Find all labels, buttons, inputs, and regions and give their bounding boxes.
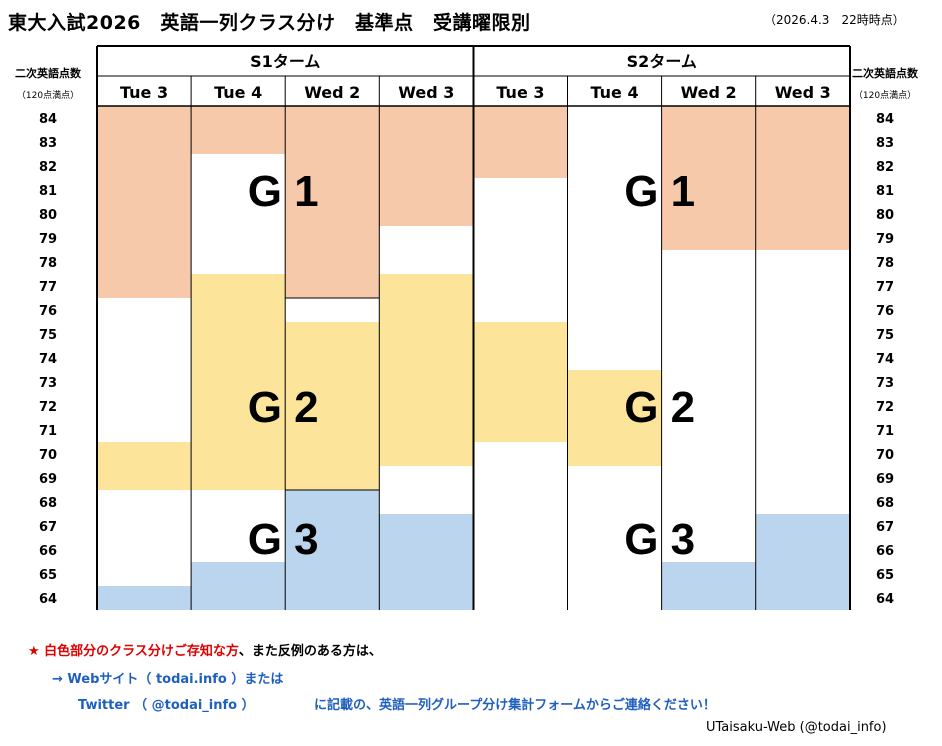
day-header: Wed 3 bbox=[775, 83, 831, 102]
y-tick-label: 66 bbox=[39, 544, 57, 559]
cell-g1-6 bbox=[285, 106, 380, 298]
y-tick-label: 79 bbox=[39, 232, 57, 247]
y-tick-label: 82 bbox=[39, 160, 57, 175]
y-tick-label: 77 bbox=[876, 280, 894, 295]
day-header: Wed 2 bbox=[304, 83, 360, 102]
y-tick-label: 74 bbox=[39, 352, 57, 367]
group-label-0: G 1 bbox=[248, 167, 319, 216]
cell-g3-5 bbox=[191, 562, 286, 610]
y-tick-label: 80 bbox=[876, 208, 894, 223]
cell-g1-3 bbox=[191, 106, 286, 154]
y-tick-label: 75 bbox=[39, 328, 57, 343]
day-header: Wed 3 bbox=[398, 83, 454, 102]
day-header: Tue 4 bbox=[214, 83, 262, 102]
group-label-1: G 2 bbox=[248, 383, 319, 432]
y-axis-sublabel-right: （120点満点） bbox=[854, 90, 916, 101]
cell-g1-15 bbox=[661, 106, 756, 250]
y-tick-label: 76 bbox=[39, 304, 57, 319]
y-tick-label: 84 bbox=[39, 112, 57, 127]
day-header: Tue 3 bbox=[120, 83, 168, 102]
y-axis-label-left: 二次英語点数 bbox=[15, 66, 82, 80]
y-tick-label: 73 bbox=[39, 376, 57, 391]
y-tick-label: 81 bbox=[39, 184, 57, 199]
footnote-form: に記載の、英語一列グループ分け集計フォームからご連絡ください！ bbox=[314, 698, 716, 713]
footnote-website: → Webサイト（ todai.info ）または bbox=[52, 672, 284, 687]
term-header-1: S1ターム bbox=[250, 52, 320, 71]
group-label-4: G 2 bbox=[624, 383, 695, 432]
y-tick-label: 83 bbox=[876, 136, 894, 151]
group-label-3: G 1 bbox=[624, 167, 695, 216]
y-tick-label: 80 bbox=[39, 208, 57, 223]
cell-g1-9 bbox=[379, 106, 474, 226]
page-title: 東大入試2026 英語一列クラス分け 基準点 受講曜限別 bbox=[8, 12, 531, 34]
y-tick-label: 83 bbox=[39, 136, 57, 151]
y-tick-label: 69 bbox=[876, 472, 894, 487]
day-header: Tue 4 bbox=[590, 83, 638, 102]
y-tick-label: 78 bbox=[39, 256, 57, 271]
y-tick-label: 73 bbox=[876, 376, 894, 391]
y-tick-label: 70 bbox=[876, 448, 894, 463]
cell-g3-16 bbox=[661, 562, 756, 610]
day-header: Tue 3 bbox=[496, 83, 544, 102]
cell-g3-11 bbox=[379, 514, 474, 610]
y-tick-label: 72 bbox=[39, 400, 57, 415]
y-axis-label-right: 二次英語点数 bbox=[852, 66, 919, 80]
y-tick-label: 71 bbox=[39, 424, 57, 439]
group-label-2: G 3 bbox=[248, 515, 319, 564]
y-tick-label: 76 bbox=[876, 304, 894, 319]
y-tick-label: 77 bbox=[39, 280, 57, 295]
y-tick-label: 69 bbox=[39, 472, 57, 487]
y-tick-label: 66 bbox=[876, 544, 894, 559]
y-tick-label: 82 bbox=[876, 160, 894, 175]
y-tick-label: 64 bbox=[876, 592, 894, 607]
group-label-5: G 3 bbox=[624, 515, 695, 564]
y-tick-label: 74 bbox=[876, 352, 894, 367]
y-tick-label: 70 bbox=[39, 448, 57, 463]
y-tick-label: 65 bbox=[876, 568, 894, 583]
cell-g3-2 bbox=[97, 586, 192, 610]
y-tick-label: 64 bbox=[39, 592, 57, 607]
cell-g1-0 bbox=[97, 106, 192, 298]
cell-g2-7 bbox=[285, 322, 380, 490]
footnote-highlight: ★ 白色部分のクラス分けご存知な方 bbox=[28, 644, 239, 659]
cell-g2-13 bbox=[473, 322, 568, 442]
y-tick-label: 72 bbox=[876, 400, 894, 415]
y-tick-label: 84 bbox=[876, 112, 894, 127]
y-tick-label: 65 bbox=[39, 568, 57, 583]
footnote-twitter: Twitter （ @todai_info ） bbox=[78, 698, 255, 713]
cell-g1-12 bbox=[473, 106, 568, 178]
y-tick-label: 75 bbox=[876, 328, 894, 343]
y-tick-label: 67 bbox=[39, 520, 57, 535]
cell-g2-1 bbox=[97, 442, 192, 490]
term-header-2: S2ターム bbox=[627, 52, 697, 71]
y-tick-label: 67 bbox=[876, 520, 894, 535]
cell-g1-17 bbox=[755, 106, 850, 250]
credit: UTaisaku-Web (@todai_info) bbox=[706, 720, 887, 735]
cell-g2-10 bbox=[379, 274, 474, 466]
y-tick-label: 68 bbox=[39, 496, 57, 511]
day-header: Wed 2 bbox=[681, 83, 737, 102]
y-tick-label: 78 bbox=[876, 256, 894, 271]
timestamp: （2026.4.3 22時時点） bbox=[764, 13, 905, 27]
y-tick-label: 68 bbox=[876, 496, 894, 511]
cell-g3-18 bbox=[755, 514, 850, 610]
y-tick-label: 79 bbox=[876, 232, 894, 247]
cell-g2-4 bbox=[191, 274, 286, 490]
y-tick-label: 81 bbox=[876, 184, 894, 199]
cell-g2-14 bbox=[567, 370, 662, 466]
cell-g3-8 bbox=[285, 490, 380, 610]
y-tick-label: 71 bbox=[876, 424, 894, 439]
y-axis-sublabel-left: （120点満点） bbox=[17, 90, 79, 101]
footnote-text: 、また反例のある方は、 bbox=[238, 644, 382, 659]
